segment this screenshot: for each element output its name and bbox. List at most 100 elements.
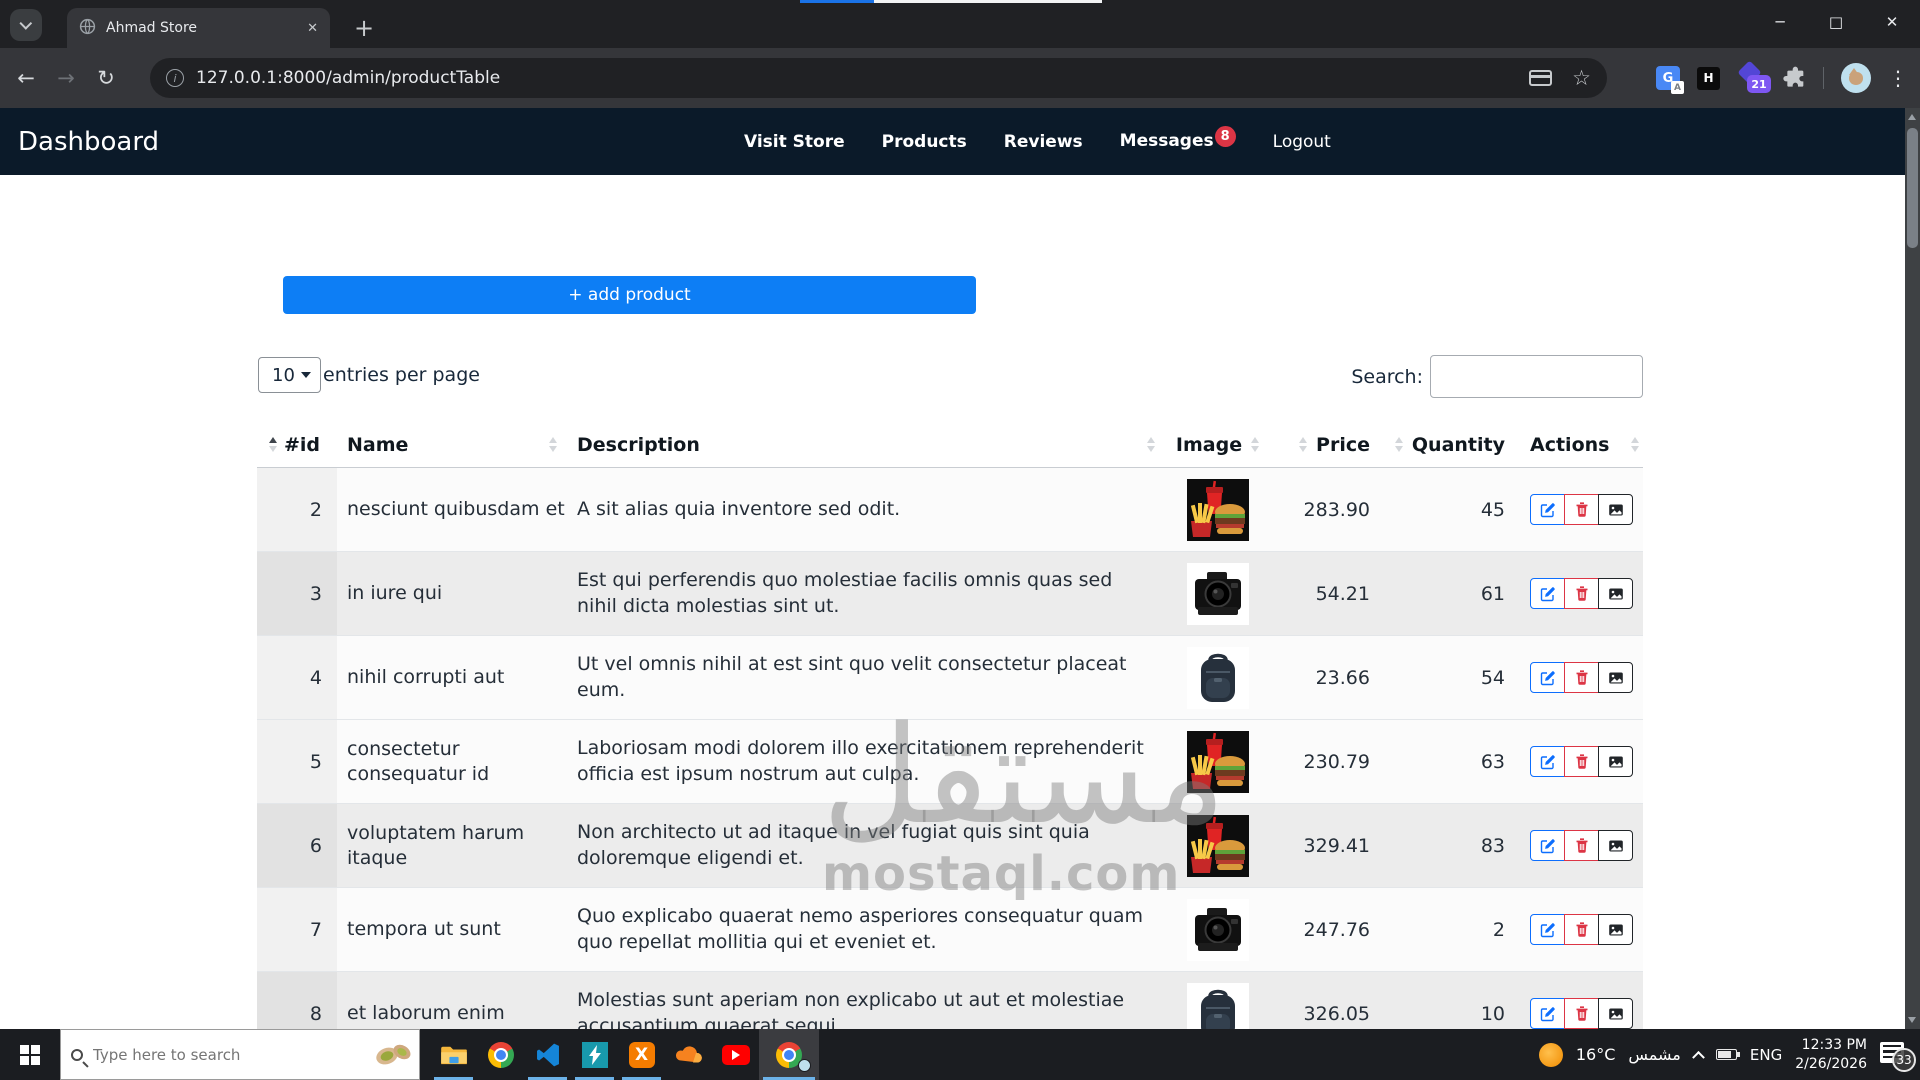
notification-center-icon[interactable]: 33 xyxy=(1880,1041,1916,1072)
delete-button[interactable] xyxy=(1564,578,1599,609)
top-progress-bar xyxy=(800,0,874,3)
edit-button[interactable] xyxy=(1530,998,1565,1029)
window-maximize-button[interactable]: □ xyxy=(1828,13,1844,31)
column-header-id[interactable]: #id xyxy=(257,434,337,456)
window-minimize-button[interactable]: ─ xyxy=(1775,13,1785,31)
language-indicator[interactable]: ENG xyxy=(1749,1045,1783,1064)
scrollbar-thumb[interactable] xyxy=(1907,128,1918,248)
clock[interactable]: 12:33 PM 2/26/2026 xyxy=(1795,1036,1867,1072)
cell-quantity: 63 xyxy=(1480,750,1505,773)
translate-extension-icon[interactable]: G xyxy=(1656,66,1684,94)
delete-button[interactable] xyxy=(1564,998,1599,1029)
reload-icon[interactable]: ↻ xyxy=(97,66,115,90)
window-close-button[interactable]: ✕ xyxy=(1885,13,1899,31)
search-input[interactable] xyxy=(1430,355,1643,398)
cell-name: et laborum enim xyxy=(347,1002,505,1025)
column-header-actions[interactable]: Actions xyxy=(1510,434,1643,456)
delete-button[interactable] xyxy=(1564,494,1599,525)
table-row: 3 in iure qui Est qui perferendis quo mo… xyxy=(257,552,1643,636)
extensions-puzzle-icon[interactable] xyxy=(1782,64,1806,92)
taskbar-search-input[interactable] xyxy=(93,1045,303,1064)
cell-description: A sit alias quia inventore sed odit. xyxy=(577,497,901,520)
cell-image xyxy=(1165,636,1270,719)
edit-button[interactable] xyxy=(1530,914,1565,945)
column-header-description[interactable]: Description xyxy=(565,434,1165,456)
nav-link-reviews[interactable]: Reviews xyxy=(1003,131,1083,152)
nav-link-messages[interactable]: Messages 8 xyxy=(1120,126,1236,152)
column-header-image[interactable]: Image xyxy=(1165,434,1270,456)
cell-name: tempora ut sunt xyxy=(347,918,501,941)
column-header-price[interactable]: Price xyxy=(1270,434,1370,456)
cell-actions xyxy=(1510,636,1643,719)
bookmark-star-icon[interactable]: ☆ xyxy=(1572,66,1591,90)
image-button[interactable] xyxy=(1598,998,1633,1029)
browser-tab[interactable]: Ahmad Store ✕ xyxy=(67,8,330,48)
image-button[interactable] xyxy=(1598,746,1633,777)
taskbar-search[interactable] xyxy=(60,1029,420,1080)
image-button[interactable] xyxy=(1598,494,1633,525)
table-row: 6 voluptatem harum itaque Non architecto… xyxy=(257,804,1643,888)
scroll-up-icon[interactable] xyxy=(1908,114,1916,120)
battery-icon[interactable] xyxy=(1715,1049,1740,1060)
select-caret-icon xyxy=(301,372,311,378)
profile-avatar[interactable] xyxy=(1841,63,1871,93)
sort-icon xyxy=(1631,437,1639,452)
taskbar-xampp-icon[interactable]: X xyxy=(618,1029,665,1080)
edit-button[interactable] xyxy=(1530,746,1565,777)
taskbar-chrome-active-icon[interactable] xyxy=(759,1029,819,1080)
image-button[interactable] xyxy=(1598,578,1633,609)
h-extension-icon[interactable]: H xyxy=(1697,66,1720,90)
delete-button[interactable] xyxy=(1564,830,1599,861)
site-info-icon[interactable]: i xyxy=(166,69,184,87)
taskbar-cloudflare-icon[interactable] xyxy=(665,1029,712,1080)
page-scrollbar[interactable] xyxy=(1905,108,1920,1029)
delete-button[interactable] xyxy=(1564,662,1599,693)
back-icon[interactable]: ← xyxy=(17,66,35,90)
chevron-down-icon xyxy=(18,16,32,30)
scroll-down-icon[interactable] xyxy=(1908,1017,1916,1023)
row-actions xyxy=(1530,998,1633,1029)
add-product-button[interactable]: + add product xyxy=(283,276,976,314)
delete-button[interactable] xyxy=(1564,914,1599,945)
cell-name: voluptatem harum itaque xyxy=(347,821,525,869)
image-button[interactable] xyxy=(1598,830,1633,861)
tab-search-button[interactable] xyxy=(10,9,42,41)
taskbar: X 16°C مشمس ENG 12:33 PM 2/26/2026 33 xyxy=(0,1029,1920,1080)
browser-menu-icon[interactable]: ⋮ xyxy=(1888,66,1908,90)
address-bar[interactable]: i 127.0.0.1:8000/admin/productTable ☆ xyxy=(150,58,1607,98)
image-button[interactable] xyxy=(1598,662,1633,693)
weather-temperature[interactable]: 16°C xyxy=(1575,1045,1616,1064)
edit-button[interactable] xyxy=(1530,494,1565,525)
image-button[interactable] xyxy=(1598,914,1633,945)
weather-sun-icon[interactable] xyxy=(1538,1042,1563,1067)
row-actions xyxy=(1530,494,1633,525)
notification-count-badge: 33 xyxy=(1892,1047,1916,1072)
forward-icon[interactable]: → xyxy=(57,66,75,90)
tray-expand-icon[interactable] xyxy=(1692,1050,1705,1064)
column-header-quantity[interactable]: Quantity xyxy=(1370,434,1510,456)
entries-select[interactable]: 10 xyxy=(258,357,321,393)
taskbar-vscode-icon[interactable] xyxy=(524,1029,571,1080)
new-tab-button[interactable]: + xyxy=(353,14,375,42)
delete-button[interactable] xyxy=(1564,746,1599,777)
taskbar-youtube-icon[interactable] xyxy=(712,1029,759,1080)
tab-close-icon[interactable]: ✕ xyxy=(307,20,318,36)
nav-link-products[interactable]: Products xyxy=(881,131,967,152)
url-text[interactable]: 127.0.0.1:8000/admin/productTable xyxy=(196,68,501,88)
nav-link-visit-store[interactable]: Visit Store xyxy=(744,131,845,152)
extension-badge: 21 xyxy=(1747,75,1771,93)
cell-actions xyxy=(1510,804,1643,887)
edit-button[interactable] xyxy=(1530,578,1565,609)
edit-button[interactable] xyxy=(1530,830,1565,861)
edit-button[interactable] xyxy=(1530,662,1565,693)
start-button[interactable] xyxy=(0,1029,60,1080)
taskbar-laragon-icon[interactable] xyxy=(571,1029,618,1080)
nav-link-logout[interactable]: Logout xyxy=(1272,131,1331,152)
column-header-name[interactable]: Name xyxy=(337,434,565,456)
web-page: Dashboard Visit Store Products Reviews M… xyxy=(0,108,1920,1029)
purple-extension-icon[interactable]: 21 xyxy=(1737,60,1771,93)
taskbar-file-explorer-icon[interactable] xyxy=(430,1029,477,1080)
payment-card-icon[interactable] xyxy=(1529,70,1553,86)
taskbar-chrome-icon[interactable] xyxy=(477,1029,524,1080)
weather-condition[interactable]: مشمس xyxy=(1628,1045,1681,1064)
